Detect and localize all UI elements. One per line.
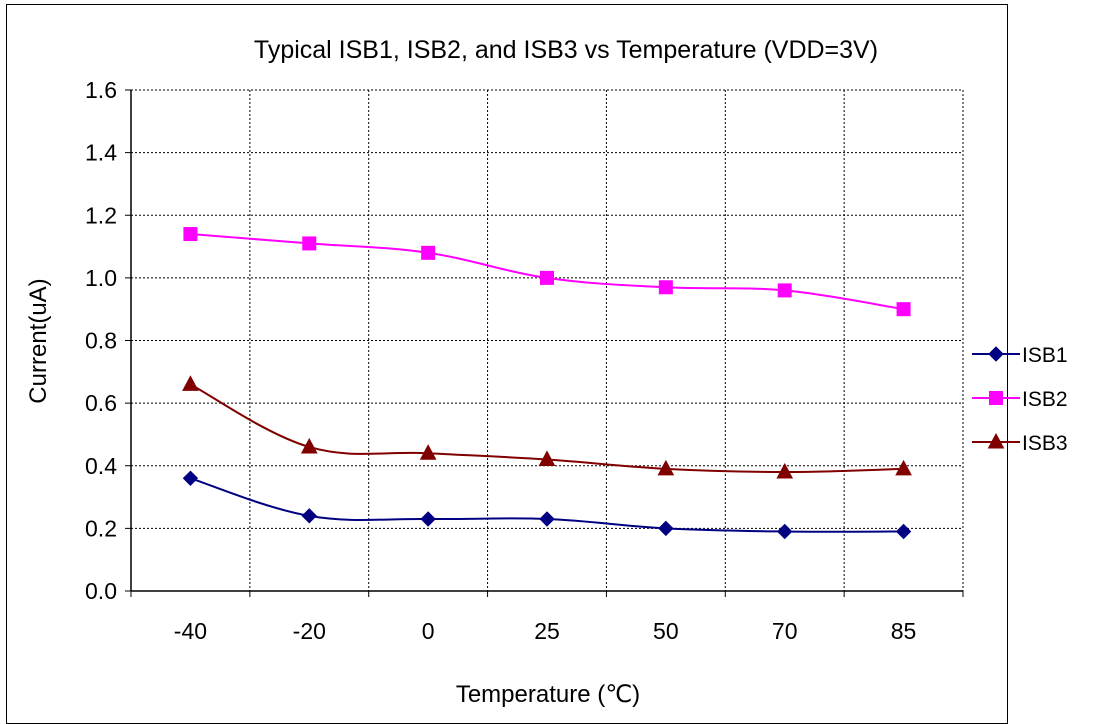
legend-marker-isb3 [987, 432, 1005, 449]
data-point-isb1 [301, 508, 317, 524]
data-point-isb2 [183, 227, 198, 242]
data-point-isb3 [538, 450, 556, 466]
y-tick-label: 1.6 [85, 77, 117, 103]
y-axis-label: Current(uA) [25, 278, 52, 403]
y-tick-label: 0.4 [85, 453, 117, 479]
data-point-isb3 [895, 459, 912, 476]
y-tick-label: 0.8 [85, 328, 117, 354]
data-point-isb1 [777, 523, 793, 540]
data-point-isb1 [895, 523, 912, 540]
data-point-isb3 [300, 437, 318, 454]
data-point-isb2 [302, 236, 317, 251]
x-tick-label: -40 [174, 618, 207, 644]
data-point-isb2 [540, 270, 554, 285]
y-tick-label: 0.6 [85, 390, 117, 416]
x-tick-labels: -40 -20 0 25 50 70 85 [174, 618, 917, 644]
data-point-isb1 [182, 470, 199, 486]
series-layer [182, 227, 912, 540]
x-tick-label: 0 [422, 618, 435, 644]
legend: ISB1 ISB2 ISB3 [972, 344, 1068, 455]
y-tick-label: 0.2 [85, 515, 117, 541]
data-point-isb1 [420, 511, 436, 527]
legend-entry-isb2: ISB2 [972, 388, 1068, 411]
data-point-isb3 [419, 444, 437, 460]
data-point-isb2 [658, 280, 673, 295]
x-tick-label: 25 [534, 618, 560, 644]
legend-marker-isb1 [988, 346, 1004, 362]
data-point-isb3 [657, 459, 675, 476]
x-axis-label: Temperature (℃) [456, 681, 640, 708]
x-tick-label: 70 [772, 618, 798, 644]
y-tick-label: 1.0 [85, 265, 117, 291]
legend-entry-isb1: ISB1 [972, 344, 1068, 367]
data-point-isb2 [777, 283, 792, 298]
y-tick-labels: 0.0 0.2 0.4 0.6 0.8 1.0 1.2 1.4 1.6 [85, 77, 117, 604]
data-point-isb1 [539, 511, 555, 527]
x-tick-label: 85 [891, 618, 917, 644]
legend-marker-isb2 [989, 391, 1003, 405]
legend-label-isb2: ISB2 [1022, 388, 1068, 411]
y-tick-label: 1.4 [85, 140, 117, 166]
data-point-isb3 [182, 375, 199, 391]
data-point-isb2 [896, 302, 911, 317]
series-isb2 [183, 227, 911, 317]
legend-label-isb3: ISB3 [1022, 432, 1068, 455]
legend-entry-isb3: ISB3 [972, 432, 1068, 455]
data-point-isb1 [658, 520, 674, 537]
plot-area: 0.0 0.2 0.4 0.6 0.8 1.0 1.2 1.4 1.6 -40 -20 0 25 50 7… [85, 77, 964, 644]
data-point-isb2 [421, 245, 436, 260]
chart-title: Typical ISB1, ISB2, and ISB3 vs Temperat… [254, 36, 878, 64]
x-tick-label: 50 [653, 618, 679, 644]
x-tick-label: -20 [293, 618, 326, 644]
data-point-isb3 [776, 462, 794, 479]
y-tick-label: 0.0 [85, 578, 117, 604]
axes [125, 89, 964, 597]
y-tick-label: 1.2 [85, 202, 117, 228]
series-isb1 [182, 470, 912, 540]
series-isb3 [182, 375, 912, 479]
legend-label-isb1: ISB1 [1022, 344, 1068, 367]
